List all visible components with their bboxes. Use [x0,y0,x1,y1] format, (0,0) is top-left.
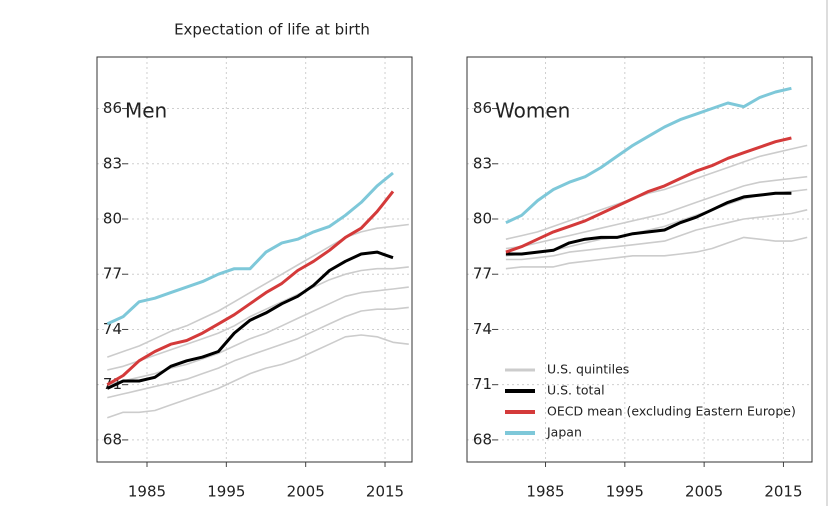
series-line [505,144,808,240]
x-tick-label: 2005 [287,483,325,501]
x-tick-label: 1995 [606,483,644,501]
y-tick-label: 86 [103,99,122,117]
panel-label: Men [125,99,167,123]
y-tick-label: 68 [103,430,122,448]
legend-label: Japan [546,425,582,440]
series-line [505,209,808,261]
y-tick-label: 77 [103,265,122,283]
x-tick-label: 1985 [128,483,166,501]
legend-label: U.S. total [547,383,605,398]
y-tick-label: 77 [473,265,492,283]
series-line [505,86,792,225]
y-tick-label: 71 [473,375,492,393]
series-line [106,190,395,386]
plot-frame [466,56,813,463]
panel-label: Women [495,99,570,123]
y-tick-label: 86 [473,99,492,117]
plot-frame [96,56,413,463]
series-line [107,223,409,358]
series-line [505,236,808,270]
y-tick-label: 80 [473,210,492,228]
series-line [107,286,409,386]
series-line [106,171,394,326]
x-tick-label: 2015 [764,483,802,501]
series-line [505,175,808,250]
series-line [505,191,792,256]
series-line [107,306,409,399]
x-tick-label: 2015 [366,483,404,501]
series-line [106,250,394,390]
y-tick-label: 83 [103,154,122,172]
y-tick-label: 68 [473,430,492,448]
series-line [505,136,792,254]
x-tick-label: 1995 [207,483,245,501]
x-tick-label: 2005 [685,483,723,501]
y-tick-label: 83 [473,154,492,172]
legend-label: U.S. quintiles [547,362,629,377]
y-tick-label: 80 [103,210,122,228]
series-line [107,266,409,371]
legend-label: OECD mean (excluding Eastern Europe) [547,404,796,419]
series-line [107,334,409,419]
y-tick-label: 74 [473,320,492,338]
x-tick-label: 1985 [526,483,564,501]
chart-title: Expectation of life at birth [174,21,370,39]
